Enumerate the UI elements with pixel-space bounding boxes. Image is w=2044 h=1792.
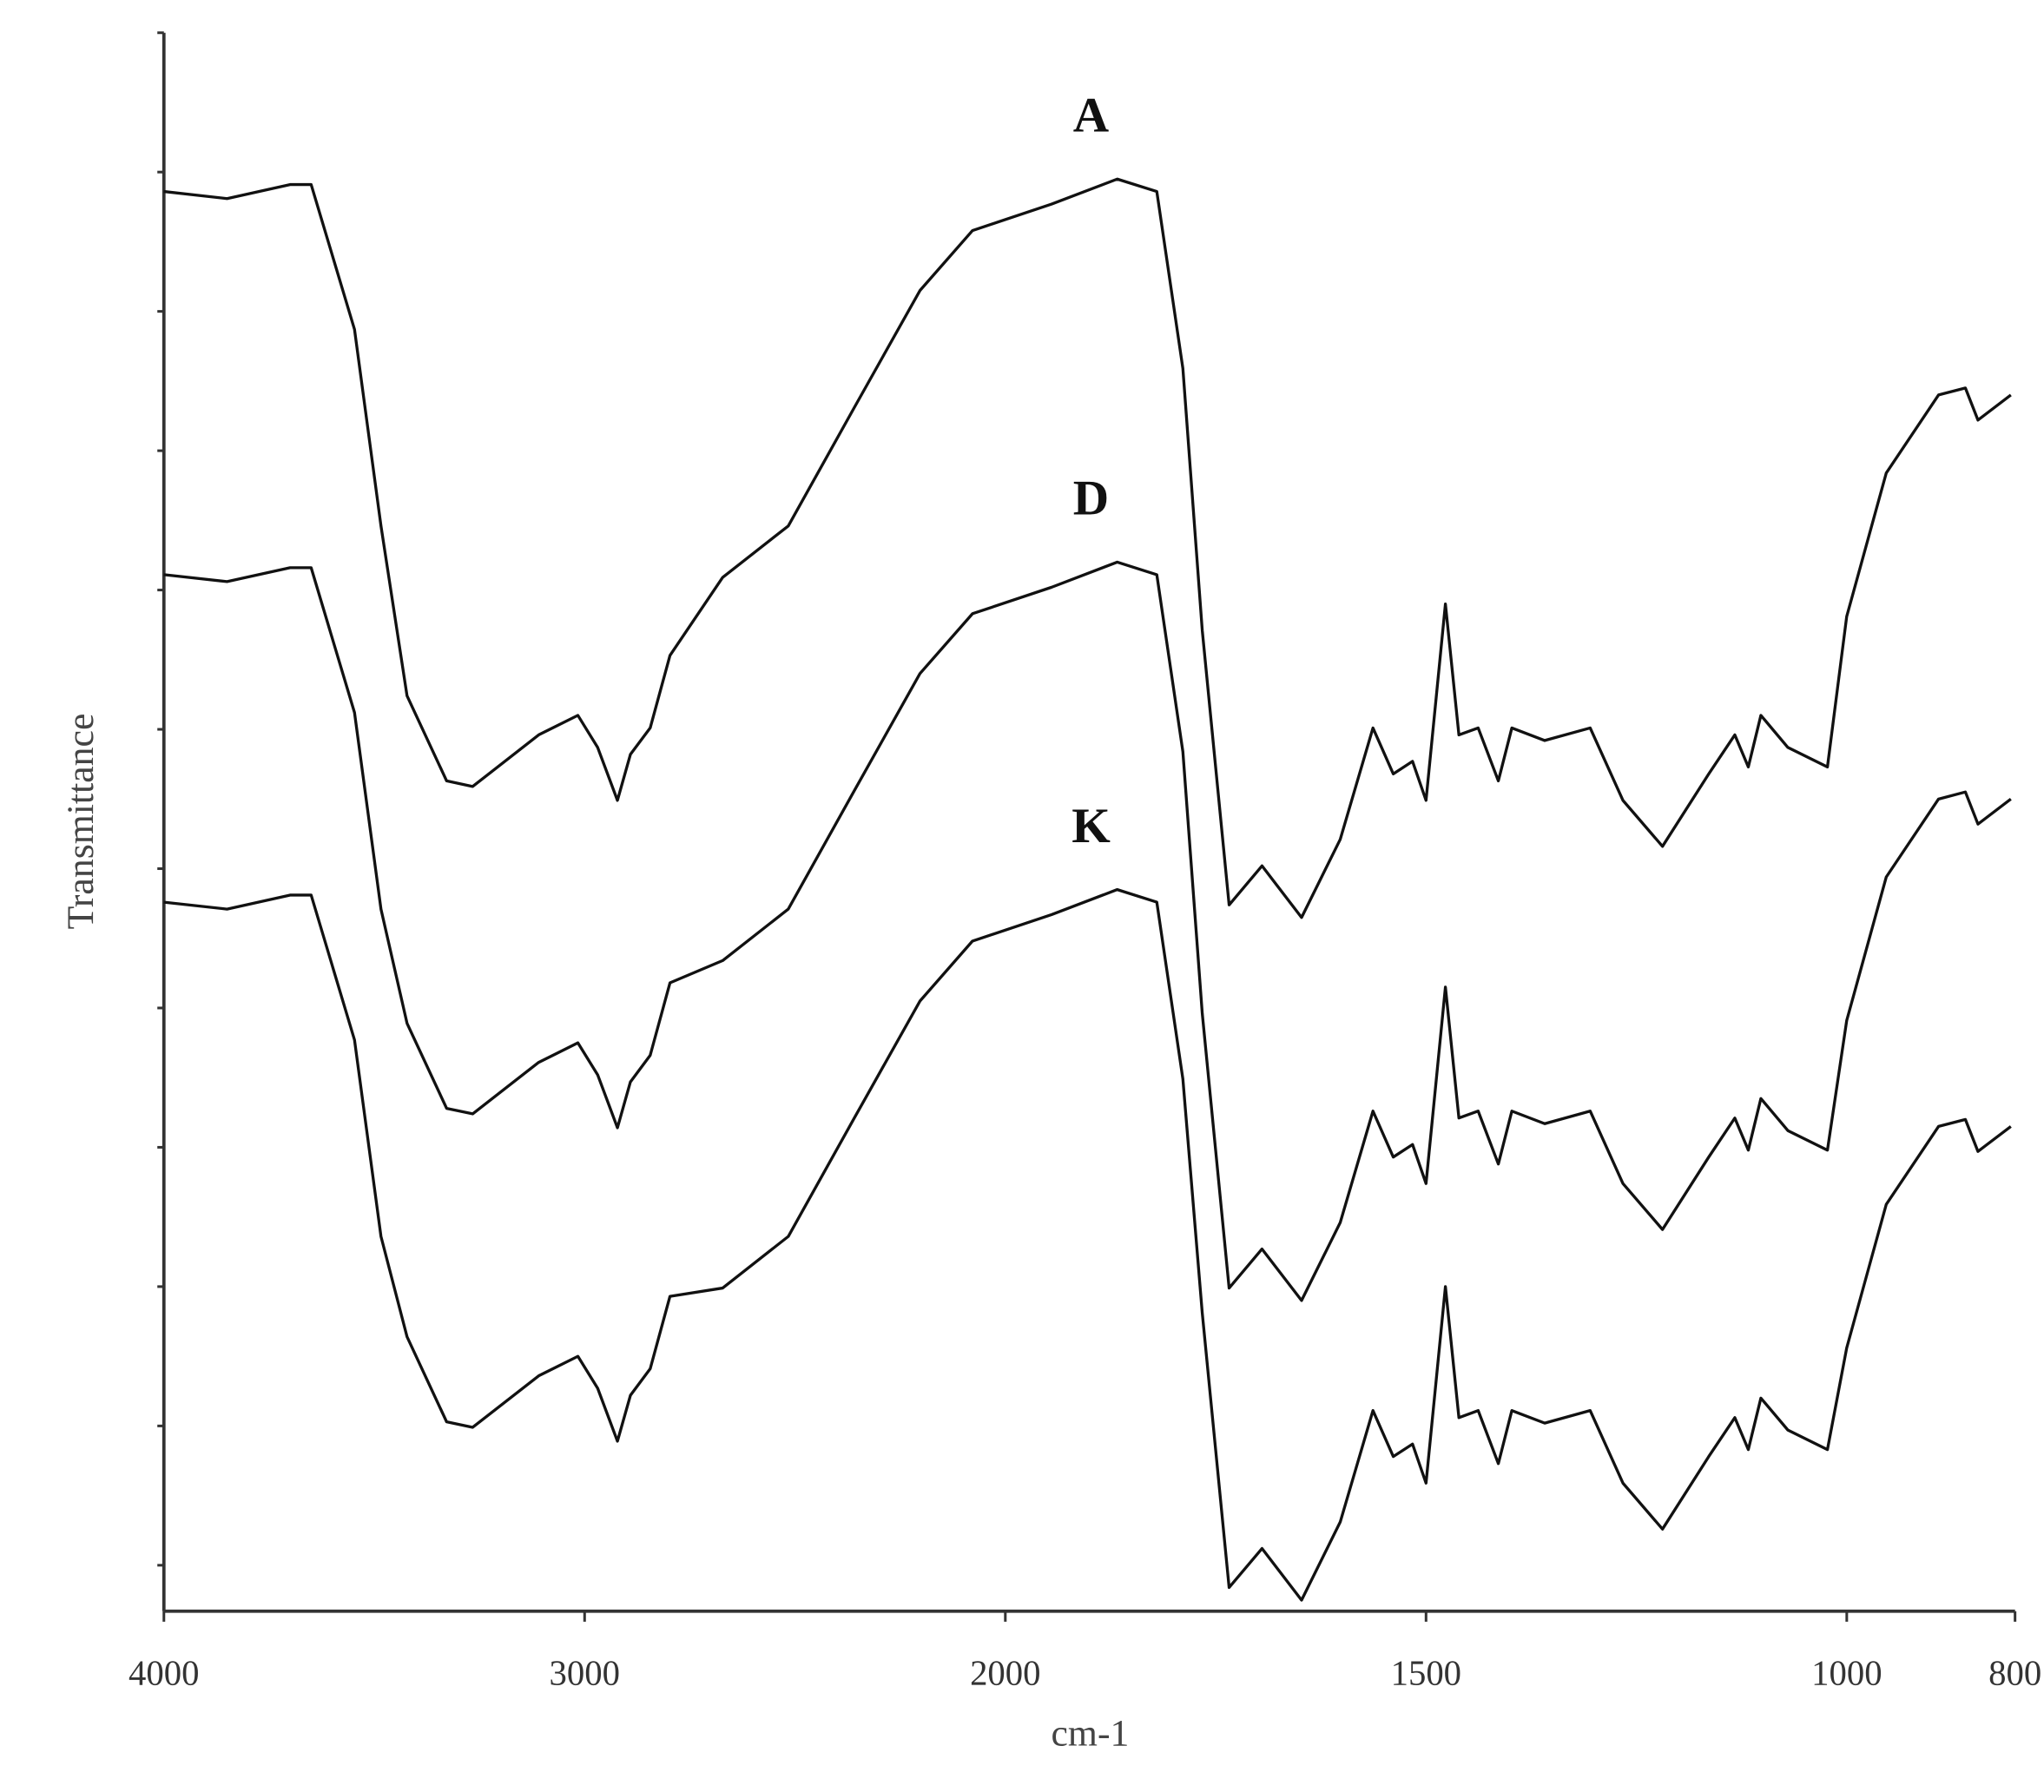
x-tick-label: 1000 bbox=[1811, 1654, 1882, 1693]
x-tick-label: 800 bbox=[1988, 1654, 2041, 1693]
x-tick-label: 4000 bbox=[129, 1654, 199, 1693]
series-label: D bbox=[1073, 471, 1109, 526]
series-label: K bbox=[1071, 799, 1111, 853]
x-tick-label: 3000 bbox=[550, 1654, 620, 1693]
x-tick-label: 2000 bbox=[970, 1654, 1040, 1693]
spectrum-line bbox=[163, 887, 2012, 1602]
spectrum-line bbox=[163, 560, 2012, 1302]
series-label: A bbox=[1073, 88, 1109, 142]
x-axis-label: cm-1 bbox=[1052, 1713, 1130, 1755]
spectrum-line bbox=[163, 177, 2012, 919]
x-tick-label: 1500 bbox=[1391, 1654, 1461, 1693]
y-axis-label: Transmittance bbox=[60, 714, 102, 930]
